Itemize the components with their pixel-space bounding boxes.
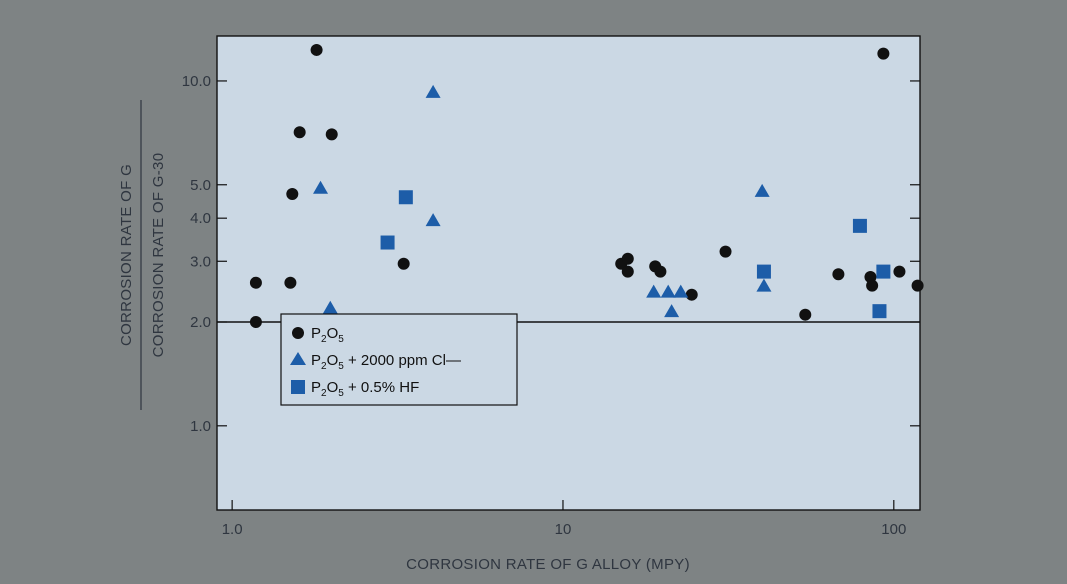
data-point-circle [310, 43, 323, 56]
data-point-triangle [673, 284, 689, 298]
y-tick-label: 1.0 [190, 418, 211, 435]
data-point-square [872, 304, 887, 319]
legend-marker-circle [292, 327, 304, 339]
data-point-circle [866, 279, 879, 292]
data-point-square [852, 218, 867, 233]
y-tick-label: 5.0 [190, 177, 211, 194]
data-point-circle [654, 265, 667, 278]
data-point-triangle [660, 284, 676, 298]
legend-marker-triangle [290, 352, 306, 365]
legend-marker-square [291, 380, 305, 394]
y-ticks: 10.0 5.0 4.0 3.0 2.0 1.0 [182, 73, 920, 435]
data-point-circle [893, 265, 906, 278]
data-point-triangle [646, 284, 662, 298]
data-point-triangle [322, 300, 338, 314]
data-point-square [756, 264, 771, 279]
data-point-triangle [756, 278, 772, 292]
data-point-circle [685, 288, 698, 301]
legend-box [280, 313, 518, 406]
y-tick-label: 3.0 [190, 253, 211, 270]
data-point-circle [719, 245, 732, 258]
x-ticks: 1.0 10 100 [222, 500, 906, 538]
x-tick-label: 100 [881, 521, 906, 538]
data-points [249, 43, 924, 362]
data-point-circle [325, 128, 338, 141]
data-point-triangle [754, 183, 770, 197]
data-point-square [380, 235, 395, 250]
x-tick-label: 1.0 [222, 521, 243, 538]
data-point-circle [832, 268, 845, 281]
y-axis-label: CORROSION RATE OF G CORROSION RATE OF G-… [118, 153, 167, 358]
data-point-triangle [664, 304, 680, 318]
data-point-circle [284, 276, 297, 289]
y-tick-label: 10.0 [182, 73, 211, 90]
data-point-triangle [313, 180, 329, 194]
data-point-circle [397, 257, 410, 270]
legend-entry-p2o5: P2O5 [311, 325, 344, 345]
y-axis-label-numerator: CORROSION RATE OF G [118, 164, 135, 346]
legend: P2O5 P2O5 + 2000 ppm Cl— P2O5 + 0.5% HF [280, 313, 518, 406]
data-point-triangle [425, 84, 441, 98]
legend-entry-p2o5-hf: P2O5 + 0.5% HF [311, 379, 419, 399]
data-point-square [398, 190, 413, 205]
data-point-circle [621, 252, 634, 265]
data-point-circle [249, 276, 262, 289]
data-point-circle [799, 308, 812, 321]
y-axis-label-denominator: CORROSION RATE OF G-30 [150, 153, 167, 358]
data-point-triangle [425, 213, 441, 227]
data-point-circle [286, 188, 299, 201]
x-tick-label: 10 [555, 521, 572, 538]
x-axis-label: CORROSION RATE OF G ALLOY (MPY) [406, 556, 690, 573]
data-point-circle [621, 265, 634, 278]
y-tick-label: 4.0 [190, 210, 211, 227]
data-point-circle [249, 315, 262, 328]
data-point-circle [293, 126, 306, 139]
data-point-circle [877, 47, 890, 60]
y-tick-label: 2.0 [190, 314, 211, 331]
data-point-circle [911, 279, 924, 292]
legend-entry-p2o5-cl: P2O5 + 2000 ppm Cl— [311, 352, 461, 372]
plot-area [216, 35, 921, 511]
data-point-square [876, 264, 891, 279]
